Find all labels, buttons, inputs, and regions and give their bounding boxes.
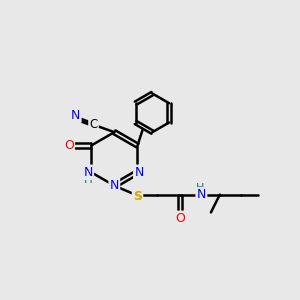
Text: C: C [89, 118, 98, 131]
Text: S: S [133, 190, 142, 203]
Text: H: H [195, 183, 204, 193]
Text: N: N [71, 109, 80, 122]
Text: O: O [175, 212, 185, 225]
Text: N: N [110, 179, 119, 192]
Text: N: N [83, 166, 93, 179]
Text: H: H [84, 173, 93, 186]
Text: N: N [134, 166, 144, 179]
Text: O: O [64, 139, 74, 152]
Text: N: N [197, 188, 206, 201]
